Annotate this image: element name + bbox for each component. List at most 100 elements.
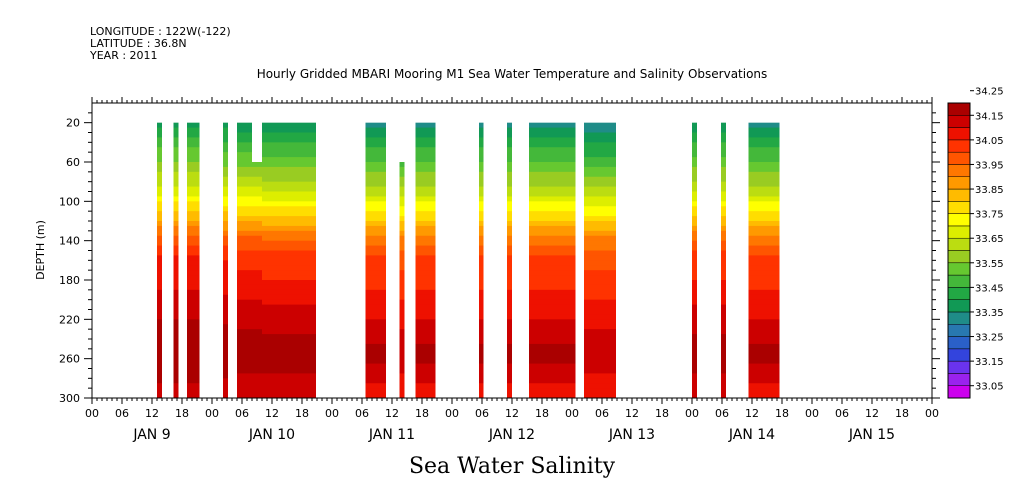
salinity-cell <box>173 157 179 163</box>
salinity-cell <box>399 245 405 251</box>
salinity-cell <box>479 353 484 360</box>
salinity-cell <box>748 363 780 369</box>
salinity-cell <box>173 171 179 178</box>
salinity-cell <box>187 255 200 261</box>
salinity-cell <box>584 152 616 158</box>
salinity-cell <box>187 358 200 365</box>
salinity-cell <box>262 132 316 138</box>
salinity-cell <box>237 240 252 247</box>
salinity-cell <box>157 132 162 138</box>
salinity-cell <box>262 260 316 266</box>
salinity-cell <box>187 127 200 133</box>
salinity-cell <box>721 260 726 266</box>
salinity-cell <box>507 132 512 138</box>
salinity-cell <box>692 196 697 202</box>
salinity-cell <box>479 211 484 217</box>
salinity-cell <box>479 383 484 389</box>
salinity-cell <box>692 127 697 133</box>
salinity-cell <box>262 186 316 192</box>
salinity-cell <box>507 294 512 301</box>
salinity-cell <box>365 270 386 276</box>
salinity-cell <box>479 122 484 129</box>
salinity-cell <box>415 348 436 355</box>
salinity-cell <box>187 132 200 138</box>
salinity-cell <box>187 319 200 325</box>
salinity-cell <box>507 275 512 281</box>
salinity-cell <box>692 275 697 281</box>
salinity-cell <box>415 152 436 158</box>
salinity-cell <box>399 358 405 365</box>
salinity-cell <box>529 309 576 315</box>
salinity-cell <box>237 388 252 394</box>
salinity-cell <box>507 289 512 296</box>
salinity-cell <box>721 324 726 330</box>
salinity-cell <box>399 270 405 276</box>
salinity-cell <box>479 309 484 315</box>
salinity-cell <box>252 191 262 197</box>
salinity-cell <box>692 304 697 310</box>
salinity-cell <box>748 191 780 197</box>
salinity-cell <box>252 280 262 286</box>
salinity-cell <box>721 245 726 251</box>
salinity-cell <box>479 201 484 207</box>
salinity-cell <box>365 289 386 296</box>
salinity-cell <box>507 284 512 291</box>
salinity-cell <box>748 216 780 222</box>
salinity-cell <box>529 304 576 310</box>
salinity-cell <box>721 142 726 148</box>
salinity-cell <box>748 270 780 276</box>
salinity-cell <box>415 363 436 369</box>
salinity-cell <box>262 393 316 398</box>
salinity-cell <box>157 270 162 276</box>
salinity-cell <box>479 147 484 153</box>
salinity-cell <box>173 186 179 192</box>
colorbar-swatch <box>947 324 971 337</box>
salinity-cell <box>721 255 726 261</box>
salinity-cell <box>365 171 386 178</box>
salinity-cell <box>173 343 179 350</box>
salinity-cell <box>721 378 726 384</box>
salinity-cell <box>415 280 436 286</box>
salinity-cell <box>173 304 179 310</box>
x-tick-label: 18 <box>775 407 789 420</box>
salinity-cell <box>415 294 436 301</box>
salinity-cell <box>415 329 436 335</box>
salinity-cell <box>187 275 200 281</box>
salinity-cell <box>262 196 316 202</box>
salinity-cell <box>584 309 616 315</box>
salinity-cell <box>584 191 616 197</box>
salinity-cell <box>365 166 386 173</box>
salinity-cell <box>173 363 179 369</box>
salinity-cell <box>365 329 386 335</box>
salinity-cell <box>399 284 405 291</box>
salinity-cell <box>721 211 726 217</box>
salinity-cell <box>157 221 162 227</box>
salinity-cell <box>529 176 576 183</box>
salinity-cell <box>507 171 512 178</box>
salinity-cell <box>584 211 616 217</box>
salinity-cell <box>507 358 512 365</box>
salinity-cell <box>223 383 228 389</box>
salinity-cell <box>721 152 726 158</box>
salinity-cell <box>748 383 780 389</box>
salinity-cell <box>721 206 726 212</box>
salinity-cell <box>252 240 262 247</box>
salinity-cell <box>479 373 484 379</box>
salinity-cell <box>721 147 726 153</box>
colorbar-label: 33.15 <box>975 357 1004 368</box>
salinity-cell <box>157 196 162 202</box>
salinity-cell <box>507 255 512 261</box>
data-segment <box>237 122 252 398</box>
salinity-cell <box>507 343 512 350</box>
salinity-cell <box>748 176 780 183</box>
salinity-cell <box>584 225 616 232</box>
salinity-cell <box>399 235 405 242</box>
salinity-cell <box>252 348 262 355</box>
salinity-cell <box>252 206 262 212</box>
salinity-cell <box>223 304 228 310</box>
salinity-cell <box>721 270 726 276</box>
salinity-cell <box>507 225 512 232</box>
salinity-cell <box>223 127 228 133</box>
salinity-cell <box>415 339 436 345</box>
salinity-cell <box>479 339 484 345</box>
